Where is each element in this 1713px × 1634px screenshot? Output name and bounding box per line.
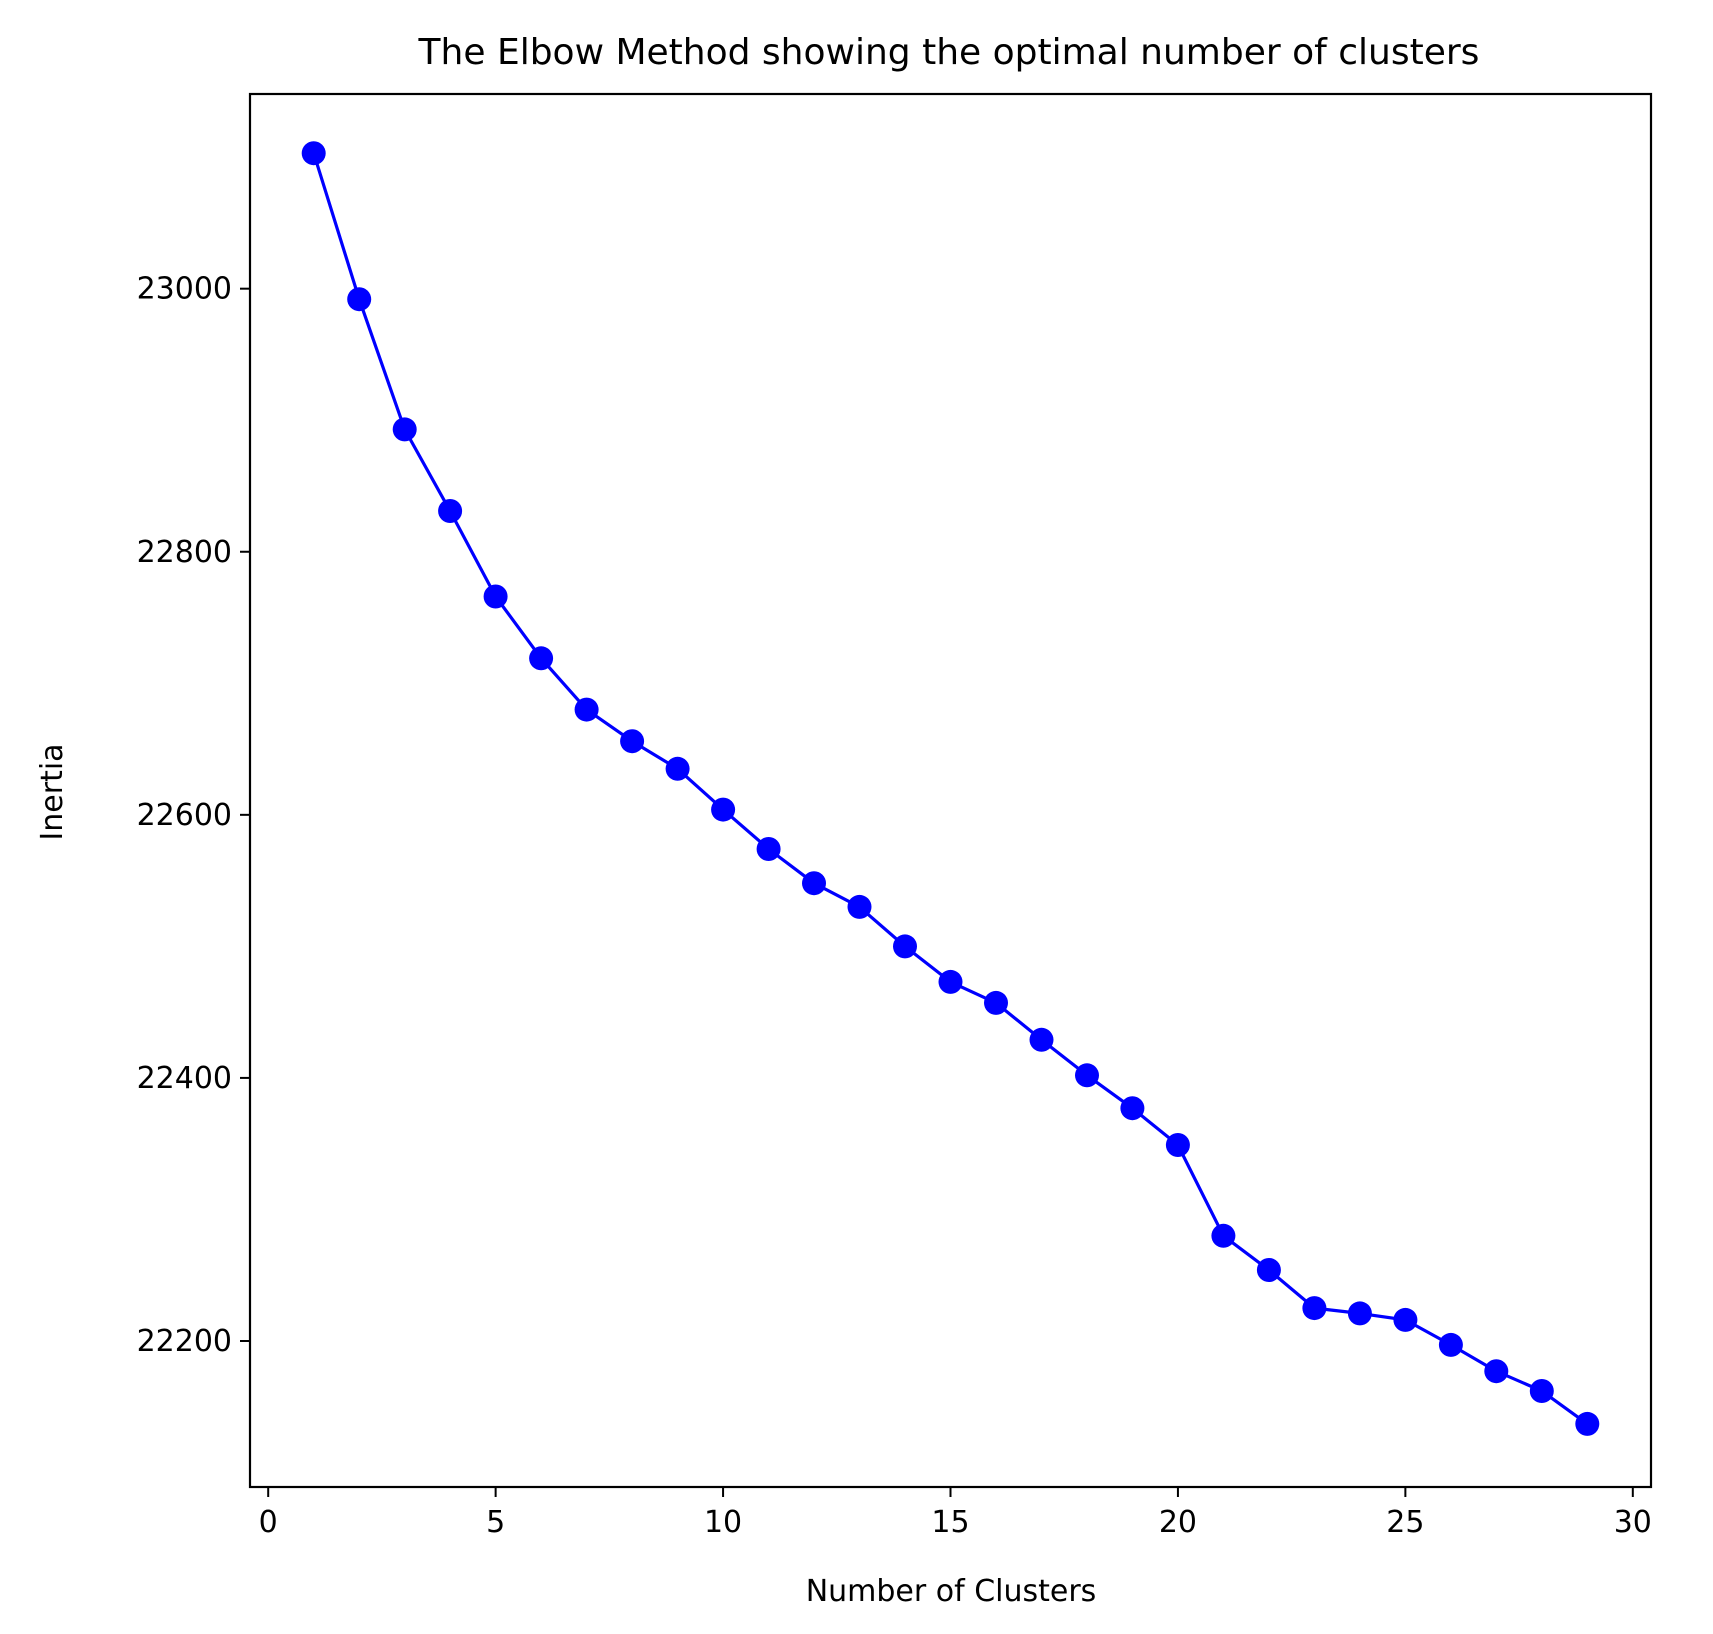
data-point: [1256, 1258, 1281, 1282]
data-point: [483, 584, 508, 609]
data-point: [392, 417, 417, 442]
x-tick-label: 10: [704, 1505, 742, 1540]
chart-title: The Elbow Method showing the optimal num…: [418, 32, 1480, 73]
data-point: [1165, 1133, 1190, 1157]
data-point: [1438, 1332, 1463, 1357]
x-tick-label: 5: [486, 1505, 505, 1540]
y-tick-label: 22800: [137, 535, 232, 570]
y-tick-label: 22600: [137, 798, 232, 833]
data-point: [529, 646, 554, 671]
y-tick-label: 22200: [137, 1324, 232, 1359]
data-point: [756, 837, 781, 861]
data-point: [1302, 1296, 1327, 1321]
y-axis-label: Inertia: [35, 743, 70, 840]
data-point: [347, 287, 372, 312]
data-point: [711, 797, 736, 822]
data-point: [1484, 1359, 1509, 1384]
data-point: [893, 934, 917, 959]
data-point: [1347, 1301, 1372, 1326]
data-point: [665, 756, 690, 781]
data-point: [620, 729, 645, 754]
data-point: [1029, 1027, 1054, 1052]
data-point: [301, 141, 326, 166]
x-axis-label: Number of Clusters: [806, 1574, 1097, 1609]
data-point: [802, 871, 826, 896]
data-point: [438, 499, 463, 523]
x-tick-label: 20: [1159, 1505, 1197, 1540]
series-markers: [301, 141, 1600, 1436]
y-tick-label: 23000: [137, 272, 232, 307]
data-point: [938, 969, 963, 994]
data-point: [1529, 1379, 1554, 1403]
series-line: [312, 152, 1589, 1426]
plot-area: [301, 141, 1600, 1436]
x-tick-label: 25: [1386, 1505, 1424, 1540]
data-point: [847, 894, 872, 919]
y-tick-label: 22400: [137, 1061, 232, 1096]
data-point: [1211, 1223, 1236, 1248]
x-tick-label: 15: [931, 1505, 969, 1540]
data-point: [574, 697, 599, 722]
data-point: [1075, 1063, 1099, 1088]
x-tick-label: 0: [259, 1505, 278, 1540]
data-point: [1575, 1411, 1600, 1436]
axes-frame: [248, 92, 1653, 1489]
data-point: [1393, 1307, 1418, 1332]
x-tick-label: 30: [1614, 1505, 1652, 1540]
x-axis-ticks: 0 5 10 15 20 25 30: [259, 1487, 1652, 1540]
data-point: [1120, 1096, 1145, 1121]
y-axis-ticks: 22200 22400 22600 22800 23000: [137, 272, 250, 1359]
data-point: [984, 990, 1008, 1015]
